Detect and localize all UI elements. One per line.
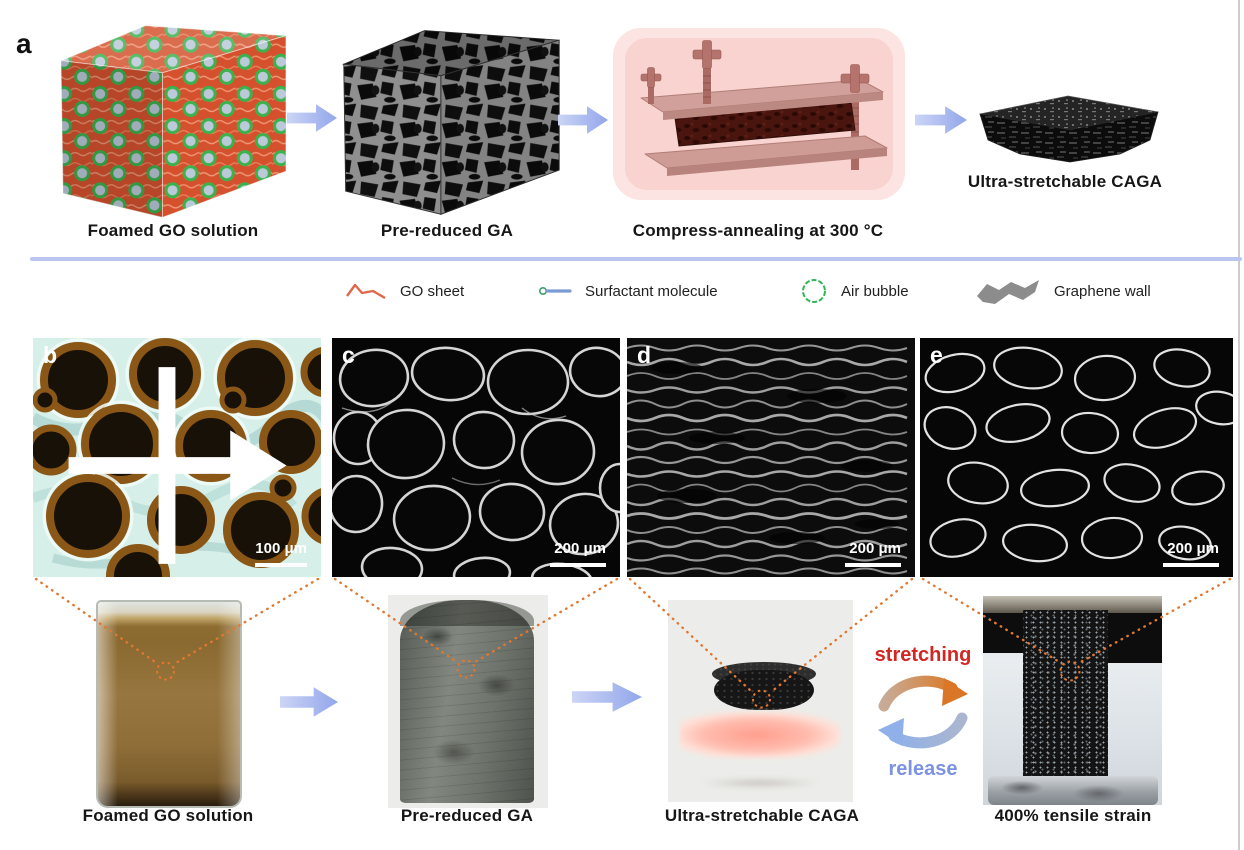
legend-label-air-bubble: Air bubble [841, 282, 909, 300]
axes-marker-icon [68, 367, 287, 564]
page-edge-line [1238, 0, 1240, 850]
process-arrow-icon [287, 104, 337, 132]
graphene-wall-icon [977, 280, 1039, 304]
stretch-release-cycle-icon [878, 675, 968, 749]
caga-slab-illustration [979, 95, 1159, 163]
caption-ultra-stretchable-caga-schematic: Ultra-stretchable CAGA [967, 172, 1163, 191]
micrograph-e-label: e [930, 342, 943, 368]
stretching-label: stretching [874, 644, 972, 666]
scale-bar-label: 200 μm [1167, 540, 1219, 557]
background-shadow-right [1106, 613, 1162, 663]
micrograph-d-label: d [637, 342, 652, 368]
process-arrow-icon [915, 106, 967, 134]
photo-pre-reduced-ga [388, 595, 548, 808]
legend-item-surfactant: Surfactant molecule [538, 276, 718, 306]
release-label: release [888, 758, 958, 780]
scale-bar-label: 100 μm [255, 540, 307, 557]
process-arrow-icon [280, 687, 338, 717]
caga-disc [714, 670, 814, 710]
micrograph-c-sem: c 200 μm [332, 338, 620, 577]
caption-400-tensile-strain: 400% tensile strain [994, 806, 1152, 825]
go-sheet-icon [346, 283, 386, 300]
scale-bar-label: 200 μm [849, 540, 901, 557]
legend-label-surfactant: Surfactant molecule [585, 282, 718, 300]
scale-bar [1163, 563, 1219, 567]
scale-bar [550, 563, 606, 567]
legend-label-go-sheet: GO sheet [400, 282, 465, 300]
caption-pre-reduced-ga-schematic: Pre-reduced GA [380, 221, 514, 240]
photo-400-tensile-strain [983, 596, 1162, 805]
micrograph-d-sem: d 200 μm [627, 338, 915, 577]
stretched-specimen [1023, 610, 1108, 778]
air-bubble-icon [802, 279, 826, 303]
micrograph-e-sem: e 200 μm [920, 338, 1233, 577]
process-arrow-icon [558, 106, 608, 134]
scale-bar [255, 563, 307, 567]
caption-pre-reduced-ga-photo: Pre-reduced GA [400, 806, 534, 825]
legend-item-graphene-wall: Graphene wall [975, 276, 1151, 306]
compress-annealing-press-illustration [613, 28, 905, 200]
caption-foamed-go-photo: Foamed GO solution [82, 806, 254, 825]
process-arrow-icon [572, 682, 642, 712]
legend-item-go-sheet: GO sheet [345, 276, 464, 306]
caption-ultra-stretchable-caga-photo: Ultra-stretchable CAGA [664, 806, 860, 825]
ga-monolith [400, 600, 534, 803]
micrograph-b-label: b [43, 342, 58, 368]
legend-item-air-bubble: Air bubble [800, 276, 909, 306]
pre-reduced-ga-cube-illustration [341, 30, 560, 215]
caption-compress-annealing: Compress-annealing at 300 °C [632, 221, 884, 240]
pink-feather [680, 712, 840, 758]
scale-bar [845, 563, 901, 567]
foamed-go-cube-illustration [59, 25, 287, 218]
micrograph-c-image [332, 338, 620, 577]
micrograph-e-image [920, 338, 1233, 577]
legend-label-graphene-wall: Graphene wall [1054, 282, 1151, 300]
micrograph-d-image [627, 338, 915, 577]
micrograph-b-optical: b 100 μm [33, 338, 321, 577]
caption-foamed-go-schematic: Foamed GO solution [87, 221, 259, 240]
ga-monolith-top [400, 600, 534, 626]
micrograph-c-label: c [342, 342, 355, 368]
section-divider-line [30, 257, 1242, 261]
photo-ultra-stretchable-caga [668, 600, 853, 802]
background-shadow-left [983, 613, 1025, 653]
surfactant-molecule-icon [538, 286, 572, 296]
panel-a-label: a [16, 28, 32, 59]
bottom-clamp [988, 776, 1158, 805]
scale-bar-label: 200 μm [554, 540, 606, 557]
photo-foamed-go-vial [96, 600, 242, 808]
micrograph-b-image [33, 338, 321, 577]
feather-shadow [698, 778, 822, 788]
